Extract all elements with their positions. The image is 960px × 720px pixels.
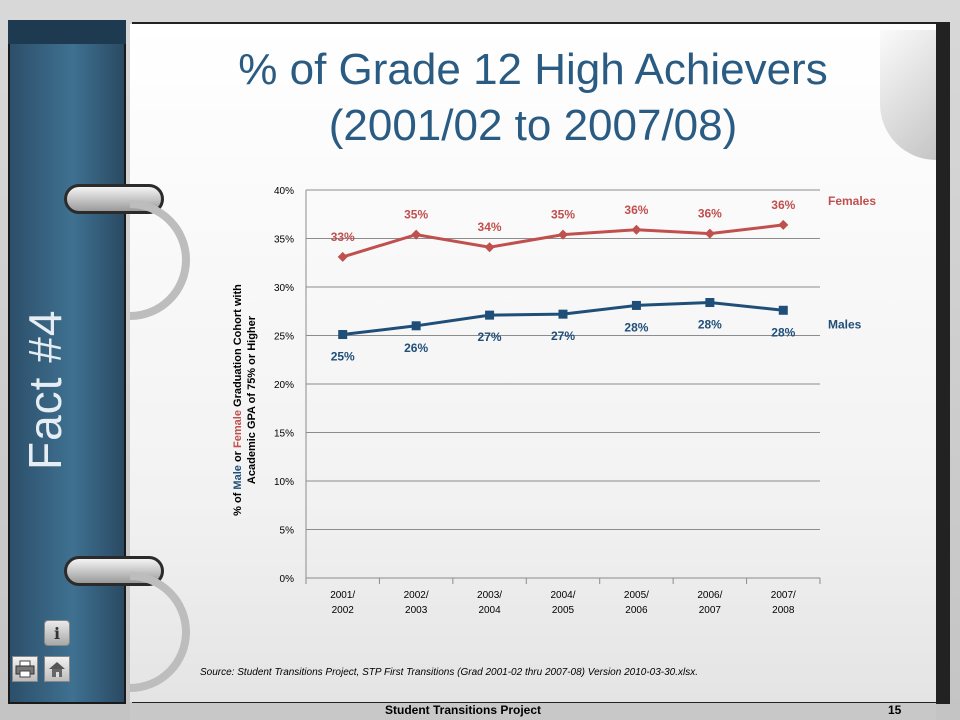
printer-icon[interactable] [12,656,38,682]
home-icon[interactable] [44,656,70,682]
y-label-part2: or [232,447,244,466]
y-label-female: Female [232,410,244,448]
y-axis-label-line-2: Academic GPA of 75% or Higher [246,315,258,485]
slide-page [130,24,936,702]
fact-label: Fact #4 [19,309,71,470]
y-label-part1: % of [232,489,244,516]
title-line-2: (2001/02 to 2007/08) [328,101,738,150]
footer-title: Student Transitions Project [385,703,542,717]
y-axis-label-line-1: % of Male or Female Graduation Cohort wi… [231,265,245,535]
y-label-male: Male [232,465,244,490]
binder-spine [8,20,126,704]
y-axis-label: % of Male or Female Graduation Cohort wi… [231,265,259,535]
page-title: % of Grade 12 High Achievers (2001/02 to… [130,42,936,154]
source-note: Source: Student Transitions Project, STP… [200,667,699,678]
title-line-1: % of Grade 12 High Achievers [238,45,828,94]
page-number: 15 [888,703,902,717]
binder-spine-top [8,20,126,44]
y-label-part3: Graduation Cohort with [232,284,244,411]
footer-bar [130,703,936,720]
info-icon[interactable]: i [44,620,70,646]
